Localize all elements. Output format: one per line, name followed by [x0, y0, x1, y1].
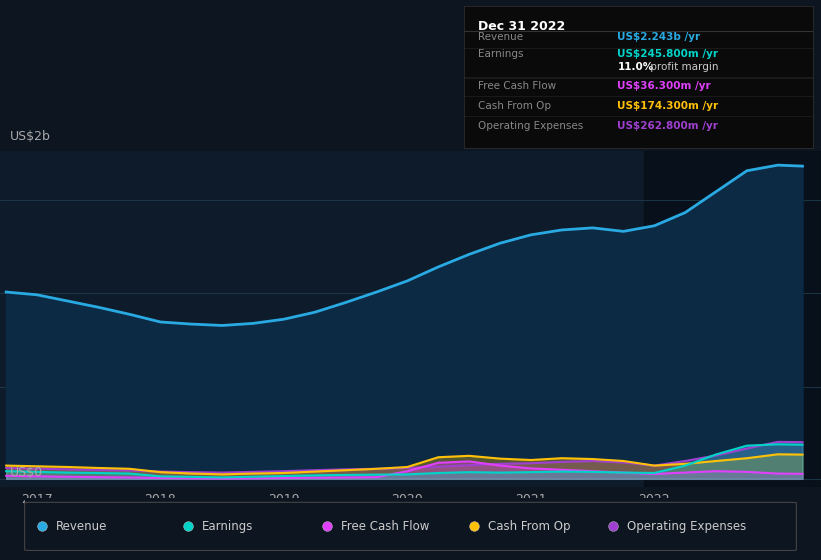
Text: Operating Expenses: Operating Expenses — [478, 120, 583, 130]
Text: Earnings: Earnings — [478, 49, 523, 59]
Text: Earnings: Earnings — [202, 520, 254, 533]
Text: US$245.800m /yr: US$245.800m /yr — [617, 49, 718, 59]
Text: US$2.243b /yr: US$2.243b /yr — [617, 32, 700, 42]
Text: 11.0%: 11.0% — [617, 62, 654, 72]
Text: Dec 31 2022: Dec 31 2022 — [478, 20, 565, 33]
Text: profit margin: profit margin — [647, 62, 718, 72]
Text: US$262.800m /yr: US$262.800m /yr — [617, 120, 718, 130]
Text: Free Cash Flow: Free Cash Flow — [478, 81, 556, 91]
Text: Cash From Op: Cash From Op — [478, 101, 551, 110]
Text: US$0: US$0 — [10, 466, 43, 479]
Text: Revenue: Revenue — [478, 32, 523, 42]
Text: Operating Expenses: Operating Expenses — [626, 520, 745, 533]
Text: Cash From Op: Cash From Op — [488, 520, 570, 533]
Text: Free Cash Flow: Free Cash Flow — [341, 520, 429, 533]
Text: US$2b: US$2b — [10, 130, 51, 143]
Text: US$36.300m /yr: US$36.300m /yr — [617, 81, 711, 91]
Bar — [644, 151, 821, 487]
Text: US$174.300m /yr: US$174.300m /yr — [617, 101, 718, 110]
Text: Revenue: Revenue — [56, 520, 107, 533]
